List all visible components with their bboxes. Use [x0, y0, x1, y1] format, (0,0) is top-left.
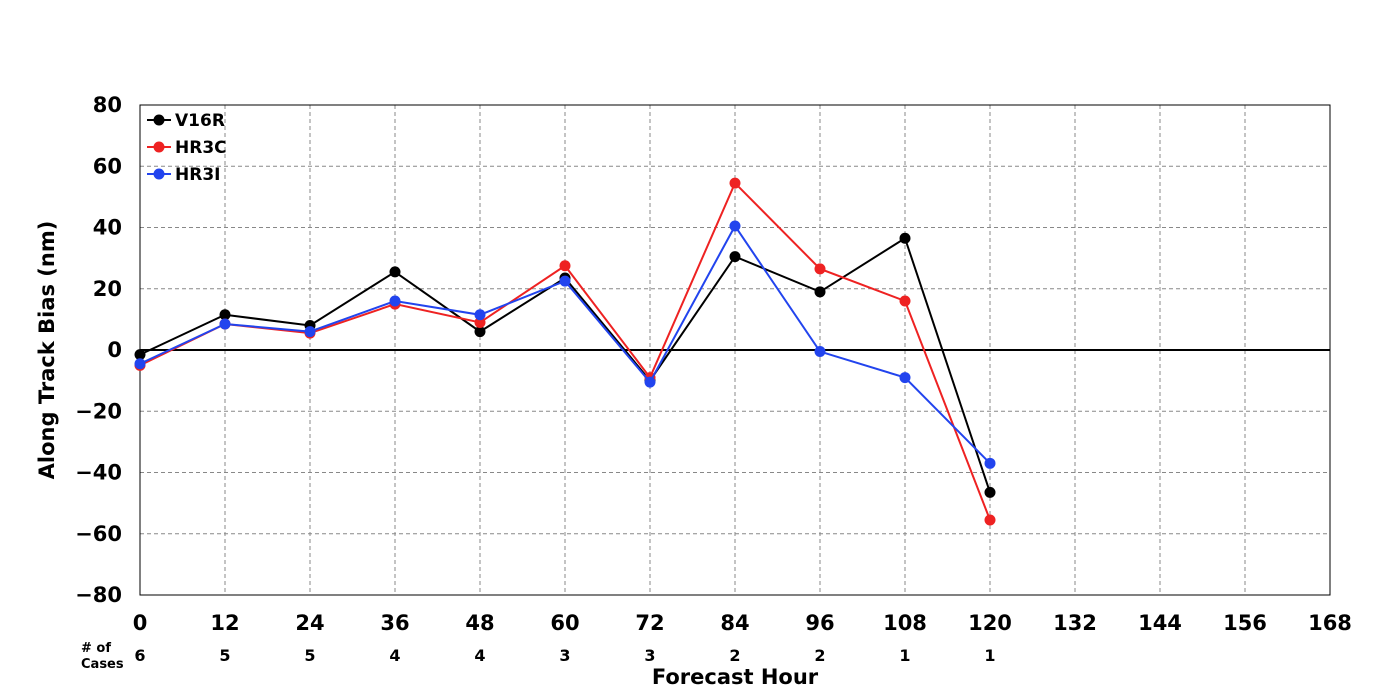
case-count: 3 [644, 646, 655, 665]
x-tick-label: 168 [1308, 611, 1352, 635]
data-point [474, 326, 486, 338]
y-tick-label: 40 [93, 216, 122, 240]
data-point [729, 251, 741, 263]
y-tick-label: 80 [93, 93, 122, 117]
x-axis-title: Forecast Hour [652, 665, 819, 689]
data-point [729, 220, 741, 232]
data-point [729, 177, 741, 189]
y-tick-label: −20 [75, 399, 122, 423]
y-tick-label: 20 [93, 277, 122, 301]
legend-marker [153, 114, 165, 126]
case-count: 1 [899, 646, 910, 665]
case-count: 2 [814, 646, 825, 665]
case-count: 1 [984, 646, 995, 665]
case-count: 2 [729, 646, 740, 665]
data-point [389, 266, 401, 278]
x-tick-label: 60 [550, 611, 579, 635]
case-count: 4 [474, 646, 485, 665]
y-tick-labels: 80 60 40 20 0 −20 −40 −60 −80 [75, 93, 122, 607]
data-point [134, 349, 146, 361]
data-point [389, 295, 401, 307]
x-tick-label: 48 [465, 611, 494, 635]
legend-label: V16R [175, 111, 225, 131]
data-point [814, 286, 826, 298]
data-point [134, 358, 146, 370]
x-tick-label: 0 [133, 611, 148, 635]
legend-entry-hr3i: HR3I [147, 165, 220, 185]
data-point [474, 309, 486, 321]
legend-marker [153, 141, 165, 153]
data-point [984, 514, 996, 526]
legend-entry-hr3c: HR3C [147, 138, 227, 158]
x-tick-label: 36 [380, 611, 409, 635]
case-count: 5 [304, 646, 315, 665]
data-point [899, 295, 911, 307]
x-tick-label: 144 [1138, 611, 1182, 635]
y-tick-label: 60 [93, 154, 122, 178]
x-tick-label: 132 [1053, 611, 1097, 635]
y-tick-label: −60 [75, 522, 122, 546]
legend: V16R HR3C HR3I [147, 111, 227, 185]
y-tick-label: 0 [107, 338, 122, 362]
data-point [814, 346, 826, 358]
data-point [474, 316, 486, 328]
x-tick-label: 108 [883, 611, 927, 635]
x-tick-label: 120 [968, 611, 1012, 635]
case-count: 4 [389, 646, 400, 665]
case-counts: # of Cases 6 5 5 4 4 3 3 2 2 1 1 [81, 641, 996, 672]
data-point [899, 372, 911, 384]
y-tick-label: −40 [75, 461, 122, 485]
x-tick-label: 84 [720, 611, 749, 635]
data-point [219, 309, 231, 321]
data-point [814, 263, 826, 275]
x-tick-label: 156 [1223, 611, 1267, 635]
cases-label-line2: Cases [81, 657, 124, 672]
x-tick-label: 72 [635, 611, 664, 635]
x-tick-label: 12 [210, 611, 239, 635]
x-tick-label: 96 [805, 611, 834, 635]
x-tick-label: 24 [295, 611, 324, 635]
data-point [644, 376, 656, 388]
data-point [984, 457, 996, 469]
case-count: 5 [219, 646, 230, 665]
data-point [984, 486, 996, 498]
legend-entry-v16r: V16R [147, 111, 225, 131]
data-point [899, 232, 911, 244]
cases-label-line1: # of [81, 641, 111, 656]
data-point [559, 260, 571, 272]
x-tick-labels: 0 12 24 36 48 60 72 84 96 108 120 132 144 156 168 [133, 611, 1352, 635]
legend-label: HR3C [175, 138, 227, 158]
case-count: 6 [134, 646, 145, 665]
series-layer [134, 177, 996, 526]
data-point [304, 326, 316, 338]
data-point [219, 318, 231, 330]
legend-marker [153, 168, 165, 180]
y-tick-label: −80 [75, 583, 122, 607]
legend-label: HR3I [175, 165, 220, 185]
series-hr3i [134, 220, 996, 469]
case-count: 3 [559, 646, 570, 665]
data-point [559, 275, 571, 287]
y-axis-title: Along Track Bias (nm) [35, 221, 59, 480]
